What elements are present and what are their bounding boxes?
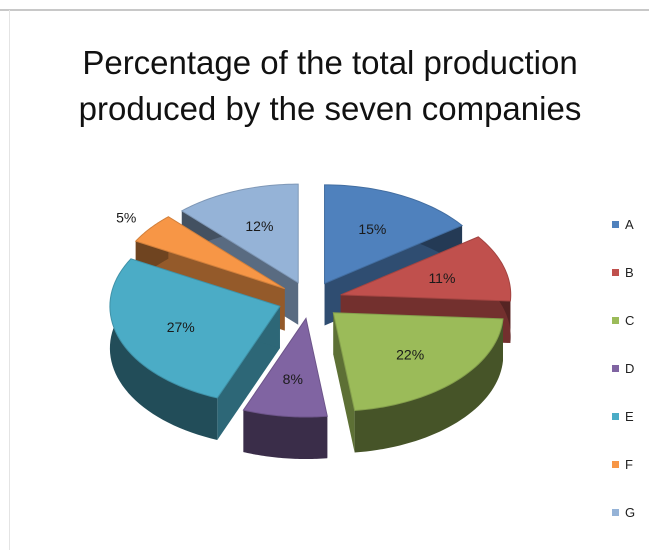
legend-swatch: [612, 268, 619, 276]
slice-e: [109, 258, 281, 440]
slice-c: [332, 312, 504, 453]
legend-item-d: D: [612, 344, 646, 392]
legend-item-g: G: [612, 488, 646, 536]
legend-label: B: [625, 264, 634, 280]
slice-c-wall: [333, 312, 355, 453]
legend-item-c: C: [612, 296, 646, 344]
legend-label: C: [625, 312, 635, 328]
legend-label: G: [625, 504, 636, 520]
slice-label-e: 27%: [167, 319, 195, 335]
legend-label: E: [625, 408, 634, 424]
slice-label-d: 8%: [283, 371, 303, 387]
slice-c-top: [332, 312, 504, 412]
slice-c-rim: [354, 318, 503, 453]
slice-b-top: [340, 236, 512, 302]
legend-item-a: A: [612, 200, 646, 248]
top-border: [0, 9, 649, 11]
slice-e-rim: [109, 258, 218, 440]
legend-item-e: E: [612, 392, 646, 440]
slice-label-f: 5%: [116, 209, 136, 225]
legend-swatch: [612, 364, 619, 372]
slice-label-g: 12%: [245, 218, 273, 234]
slice-label-b: 11%: [428, 270, 455, 286]
legend-swatch: [612, 220, 619, 228]
chart-title: Percentage of the total production produ…: [78, 44, 582, 127]
legend-swatch: [612, 316, 619, 324]
left-border: [9, 10, 10, 550]
slice-a-top: [324, 184, 464, 285]
slice-f-top: [134, 216, 285, 290]
slice-e-top: [109, 258, 281, 399]
legend-item-b: B: [612, 248, 646, 296]
legend-label: F: [625, 456, 633, 472]
slice-d-top: [242, 317, 328, 418]
slice-label-c: 22%: [396, 347, 424, 363]
legend-swatch: [612, 412, 619, 420]
slice-g-top: [180, 183, 299, 284]
legend-label: D: [625, 360, 635, 376]
legend-swatch: [612, 460, 619, 468]
slice-d-rim: [243, 410, 328, 460]
legend-label: A: [625, 216, 634, 232]
legend: A B C D E F G: [612, 200, 646, 536]
legend-item-f: F: [612, 440, 646, 488]
slice-label-a: 15%: [358, 221, 386, 237]
slice-d: [242, 317, 328, 460]
legend-swatch: [612, 508, 619, 516]
